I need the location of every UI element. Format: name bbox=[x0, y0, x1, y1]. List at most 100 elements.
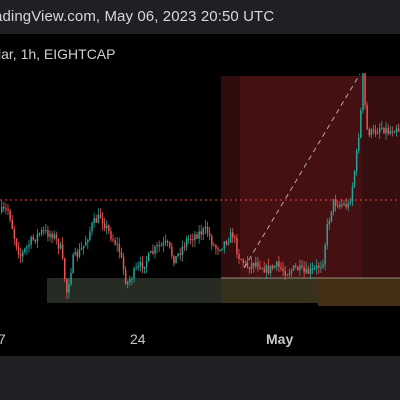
trade-zone-orange bbox=[318, 278, 400, 306]
candle-body bbox=[74, 252, 76, 255]
candle-body bbox=[370, 129, 373, 136]
candle-body bbox=[259, 266, 261, 269]
candle-body bbox=[38, 233, 41, 235]
candle-body bbox=[192, 239, 194, 241]
candle-body bbox=[332, 199, 335, 212]
candle-body bbox=[53, 234, 55, 239]
candle-body bbox=[110, 231, 112, 240]
candle-body bbox=[328, 221, 331, 225]
candle-body bbox=[116, 243, 118, 245]
time-axis-tick-label: May bbox=[266, 331, 294, 347]
candle-body bbox=[269, 265, 272, 274]
candle-body bbox=[223, 241, 226, 249]
candle-body bbox=[229, 232, 232, 243]
watermark-header: adingView.com, May 06, 2023 20:50 UTC bbox=[0, 0, 400, 34]
candle-body bbox=[87, 239, 89, 243]
candle-body bbox=[97, 214, 100, 223]
candle-body bbox=[143, 266, 146, 269]
trade-zone-olive bbox=[221, 278, 318, 303]
candle-body bbox=[152, 251, 154, 254]
time-axis-tick-label: 7 bbox=[0, 331, 6, 347]
candle-body bbox=[30, 237, 32, 245]
candle-body bbox=[376, 132, 379, 134]
candle-body bbox=[288, 273, 291, 275]
candle-body bbox=[32, 237, 34, 240]
candle-body bbox=[282, 268, 284, 271]
candle-body bbox=[257, 262, 259, 267]
candle-body bbox=[383, 127, 385, 134]
candle-body bbox=[345, 203, 347, 208]
candle-body bbox=[66, 278, 68, 293]
candle-body bbox=[299, 265, 301, 271]
candle-body bbox=[343, 203, 345, 205]
candle-body bbox=[341, 204, 343, 206]
candle-body bbox=[366, 104, 368, 130]
candle-body bbox=[99, 214, 102, 219]
candle-body bbox=[3, 206, 5, 209]
candle-body bbox=[246, 261, 249, 268]
candle-body bbox=[322, 264, 324, 267]
candle-body bbox=[145, 261, 148, 267]
candle-body bbox=[385, 128, 387, 134]
candle-body bbox=[150, 251, 152, 253]
candle-body bbox=[169, 242, 171, 247]
candle-body bbox=[162, 242, 165, 246]
candle-body bbox=[295, 265, 297, 267]
candle-body bbox=[387, 128, 389, 134]
candle-body bbox=[55, 234, 58, 240]
candle-body bbox=[7, 208, 9, 211]
candle-body bbox=[91, 222, 93, 232]
candle-body bbox=[316, 265, 318, 269]
candle-body bbox=[70, 273, 72, 285]
candle-body bbox=[284, 270, 286, 276]
candle-body bbox=[238, 253, 240, 260]
symbol-info-legend: lar, 1h, EIGHTCAP bbox=[0, 46, 116, 62]
candle-body bbox=[286, 274, 289, 276]
candle-body bbox=[179, 253, 181, 256]
candle-body bbox=[244, 261, 247, 263]
candle-body bbox=[395, 128, 398, 133]
candle-body bbox=[89, 231, 91, 240]
candle-body bbox=[381, 127, 383, 129]
candle-body bbox=[190, 238, 192, 240]
candle-body bbox=[320, 266, 322, 268]
candle-body bbox=[76, 252, 79, 257]
candle-body bbox=[217, 248, 219, 251]
candle-body bbox=[68, 284, 70, 293]
candle-body bbox=[61, 244, 64, 259]
candle-body bbox=[225, 241, 228, 245]
candle-body bbox=[127, 281, 129, 284]
candle-body bbox=[112, 239, 114, 241]
candle-body bbox=[353, 171, 356, 187]
time-axis[interactable] bbox=[0, 320, 400, 356]
candle-body bbox=[213, 244, 215, 246]
candle-body bbox=[374, 130, 377, 134]
candle-body bbox=[93, 218, 95, 223]
candle-body bbox=[137, 265, 139, 268]
candle-body bbox=[355, 150, 358, 172]
candle-body bbox=[206, 226, 209, 234]
candle-body bbox=[393, 132, 396, 134]
candle-body bbox=[166, 241, 169, 243]
trade-zone-red-inner bbox=[240, 76, 362, 278]
candle-body bbox=[72, 254, 74, 274]
candle-body bbox=[177, 253, 179, 256]
candle-body bbox=[64, 258, 66, 279]
candle-body bbox=[219, 249, 221, 251]
price-chart[interactable] bbox=[0, 34, 400, 350]
candle-body bbox=[11, 219, 13, 229]
candle-body bbox=[36, 233, 39, 242]
candle-body bbox=[311, 268, 314, 270]
candle-body bbox=[160, 245, 163, 247]
candle-body bbox=[227, 242, 230, 245]
candle-body bbox=[221, 248, 223, 250]
candle-body bbox=[19, 253, 22, 257]
candle-body bbox=[326, 224, 328, 245]
candle-body bbox=[307, 268, 310, 274]
candle-body bbox=[122, 257, 125, 270]
candle-body bbox=[1, 206, 3, 212]
trade-zone-red-right bbox=[362, 76, 400, 278]
candle-body bbox=[200, 231, 202, 235]
candle-body bbox=[101, 218, 104, 224]
